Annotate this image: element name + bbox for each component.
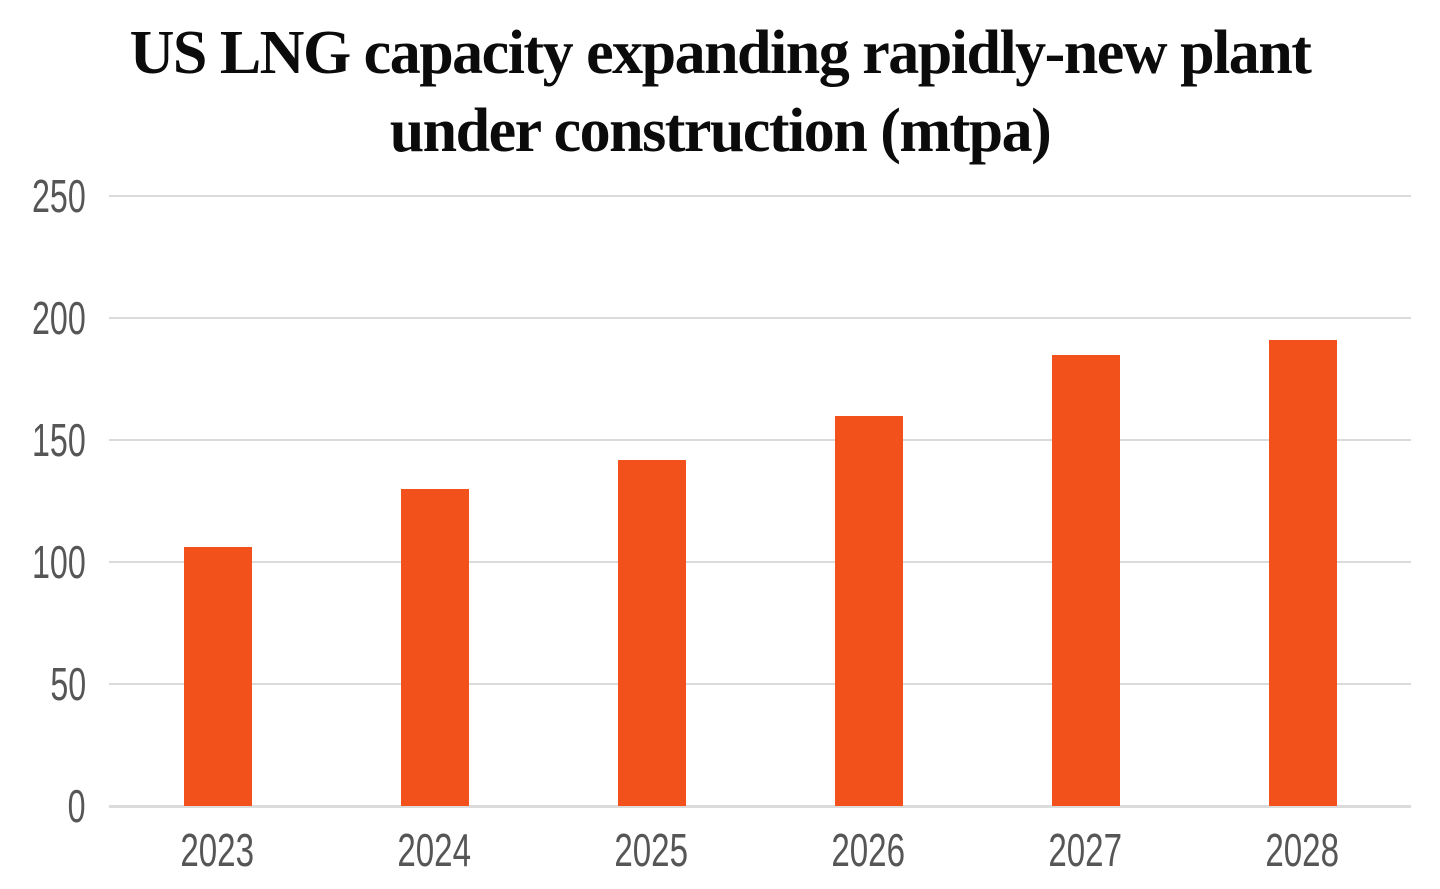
x-axis-tick-text: 2024 (397, 824, 472, 876)
gridline-200 (109, 317, 1411, 319)
bar-2023 (183, 547, 252, 806)
x-axis-tick-label-2025: 2025 (543, 818, 760, 882)
y-axis-tick-label-0: 0 (0, 776, 86, 836)
y-axis-tick-label-200: 200 (0, 288, 86, 348)
x-axis-tick-label-2028: 2028 (1194, 818, 1411, 882)
x-axis-tick-label-2023: 2023 (109, 818, 326, 882)
gridline-250 (109, 195, 1411, 197)
gridline-100 (109, 561, 1411, 563)
y-axis-tick-label-250: 250 (0, 166, 86, 226)
x-axis-tick-text: 2028 (1265, 824, 1340, 876)
y-axis-tick-text: 0 (68, 780, 86, 832)
y-axis-tick-label-100: 100 (0, 532, 86, 592)
gridline-150 (109, 439, 1411, 441)
x-axis-tick-text: 2023 (180, 824, 255, 876)
y-axis-tick-text: 150 (32, 414, 86, 466)
y-axis-tick-text: 200 (32, 292, 86, 344)
chart-title: US LNG capacity expanding rapidly-new pl… (0, 14, 1440, 170)
y-axis-tick-label-150: 150 (0, 410, 86, 470)
bar-2026 (834, 415, 903, 806)
gridline-50 (109, 683, 1411, 685)
x-axis-tick-label-2027: 2027 (977, 818, 1194, 882)
bar-2027 (1051, 354, 1120, 806)
bar-2025 (617, 459, 686, 806)
bar-2024 (400, 488, 469, 806)
gridline-0 (109, 804, 1411, 808)
y-axis-tick-text: 50 (50, 658, 86, 710)
x-axis-tick-text: 2025 (614, 824, 689, 876)
x-axis-tick-label-2024: 2024 (326, 818, 543, 882)
y-axis-tick-text: 250 (32, 170, 86, 222)
bar-2028 (1268, 339, 1337, 806)
chart-title-line-2: under construction (mtpa) (389, 97, 1052, 165)
y-axis-tick-text: 100 (32, 536, 86, 588)
x-axis-tick-text: 2027 (1048, 824, 1123, 876)
y-axis-tick-label-50: 50 (0, 654, 86, 714)
chart-title-line-1: US LNG capacity expanding rapidly-new pl… (129, 19, 1312, 87)
x-axis-tick-text: 2026 (831, 824, 906, 876)
x-axis-tick-label-2026: 2026 (760, 818, 977, 882)
